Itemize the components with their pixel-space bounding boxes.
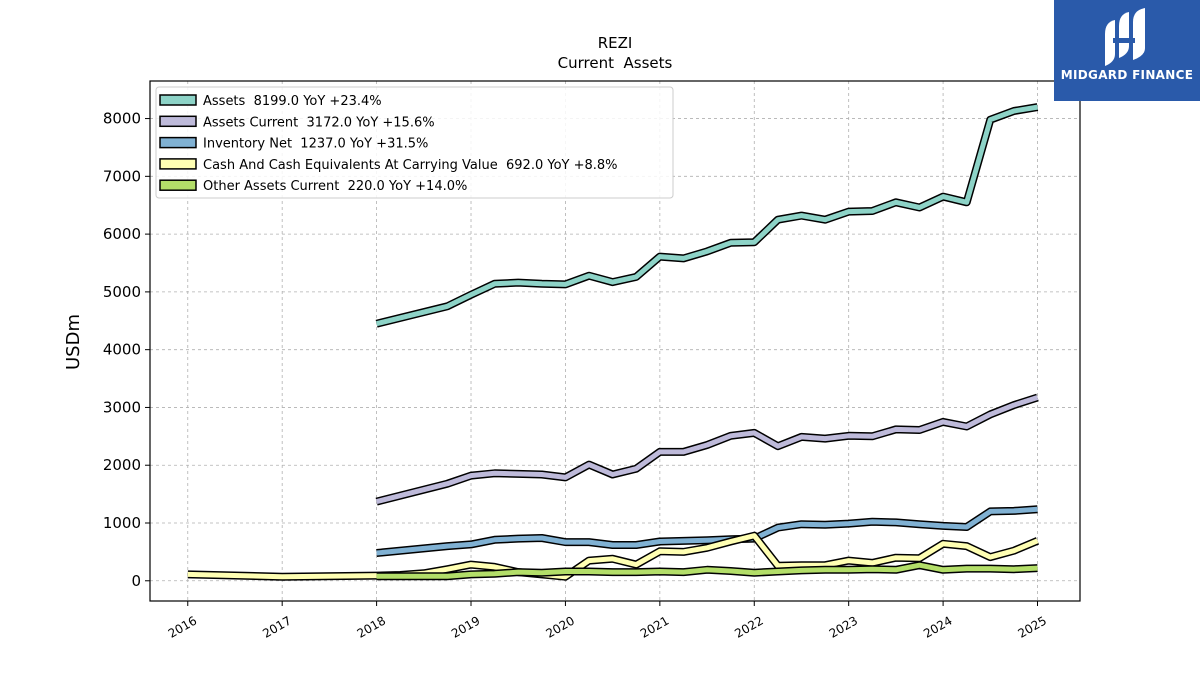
y-tick-label: 6000 [103, 225, 141, 243]
legend-item: Other Assets Current 220.0 YoY +14.0% [159, 179, 467, 194]
legend-label: Assets Current 3172.0 YoY +15.6% [203, 115, 435, 130]
y-tick-label: 1000 [103, 514, 141, 532]
legend-item: Cash And Cash Equivalents At Carrying Va… [159, 158, 618, 173]
axis-ticks: 2016 2017 2018 2019 2020 2021 2022 2023 2024 2025… [103, 110, 1049, 641]
legend-item: Assets Current 3172.0 YoY +15.6% [159, 115, 435, 130]
series-line [187, 533, 1039, 580]
legend-item: Inventory Net 1237.0 YoY +31.5% [159, 136, 428, 152]
brand-logo: MIDGARD FINANCE [1054, 0, 1200, 101]
y-tick-label: 8000 [103, 110, 141, 128]
series-group [187, 103, 1040, 581]
series-1 [375, 393, 1039, 506]
y-axis-label: USDm [63, 314, 84, 370]
legend-swatch [159, 94, 197, 106]
x-tick-label: 2020 [543, 613, 576, 640]
legend-label: Cash And Cash Equivalents At Carrying Va… [203, 158, 618, 173]
series-line [376, 104, 1038, 327]
x-tick-label: 2016 [166, 613, 199, 640]
series-line [375, 395, 1039, 505]
legend-item: Assets 8199.0 YoY +23.4% [159, 94, 382, 109]
x-tick-label: 2018 [355, 613, 388, 640]
series-3 [187, 531, 1040, 581]
x-tick-label: 2021 [638, 613, 671, 640]
x-tick-label: 2019 [449, 613, 482, 640]
mf-logo-icon [1105, 8, 1145, 66]
series-4 [376, 561, 1038, 581]
y-tick-label: 7000 [103, 167, 141, 185]
series-line [376, 562, 1038, 579]
y-tick-label: 0 [131, 572, 141, 590]
legend-label: Assets 8199.0 YoY +23.4% [203, 94, 382, 109]
y-tick-label: 3000 [103, 398, 141, 416]
y-tick-label: 2000 [103, 456, 141, 474]
legend-box [155, 86, 674, 199]
x-tick-label: 2023 [827, 613, 860, 640]
x-tick-label: 2022 [732, 613, 765, 640]
legend: Assets 8199.0 YoY +23.4% Assets Current 3… [155, 86, 674, 199]
brand-name: MIDGARD FINANCE [1060, 68, 1194, 82]
legend-label: Other Assets Current 220.0 YoY +14.0% [203, 179, 467, 194]
legend-swatch [159, 115, 197, 128]
legend-swatch [159, 158, 197, 170]
legend-swatch [159, 179, 197, 191]
x-tick-label: 2024 [921, 613, 954, 640]
x-tick-label: 2025 [1016, 613, 1049, 640]
legend-label: Inventory Net 1237.0 YoY +31.5% [203, 137, 428, 152]
y-tick-label: 5000 [103, 283, 141, 301]
legend-swatch [159, 136, 197, 149]
chart-title: REZI [598, 34, 633, 52]
series-line-outline [375, 393, 1039, 506]
chart-subtitle: Current Assets [558, 54, 673, 72]
y-tick-label: 4000 [103, 341, 141, 359]
plot-frame [149, 80, 1081, 602]
x-tick-label: 2017 [260, 613, 293, 640]
series-0 [375, 103, 1039, 328]
